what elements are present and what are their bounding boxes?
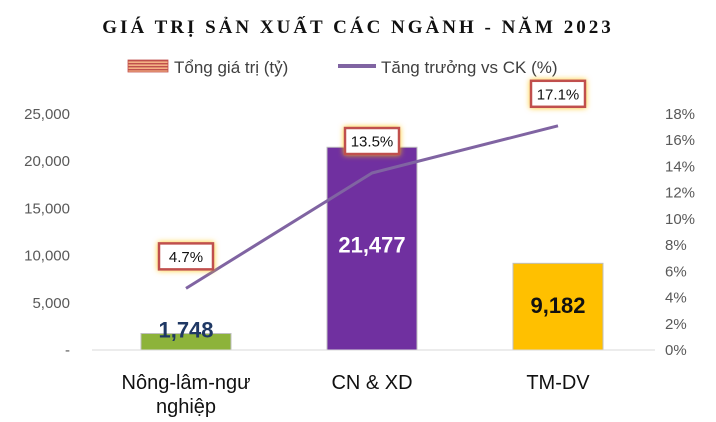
left-axis: - 5,000 10,000 15,000 20,000 25,000 — [24, 106, 70, 359]
left-tick-label: 15,000 — [24, 200, 70, 217]
left-tick-label: 10,000 — [24, 248, 70, 265]
growth-line — [185, 124, 559, 290]
right-tick-label: 16% — [665, 132, 695, 149]
right-tick-label: 12% — [665, 185, 695, 202]
right-tick-label: 6% — [665, 263, 687, 280]
category-label: Nông-lâm-ngư — [122, 372, 251, 394]
bar-value-label: 9,182 — [530, 293, 585, 318]
growth-line-layer: 4.7% 13.5% 17.1% — [157, 79, 587, 290]
right-tick-label: 8% — [665, 237, 687, 254]
category-label: TM-DV — [526, 372, 590, 394]
legend-label-bar: Tổng giá trị (tỷ) — [174, 58, 288, 77]
right-tick-label: 14% — [665, 158, 695, 175]
bar-value-label: 1,748 — [158, 317, 213, 342]
left-tick-label: 5,000 — [32, 295, 70, 312]
right-tick-label: 10% — [665, 211, 695, 228]
legend-label-line: Tăng trưởng vs CK (%) — [381, 58, 558, 77]
category-label: nghiệp — [156, 396, 216, 418]
right-tick-label: 2% — [665, 316, 687, 333]
left-tick-label: - — [65, 342, 70, 359]
category-label: CN & XD — [331, 372, 412, 394]
growth-label-box — [343, 126, 401, 156]
right-tick-label: 4% — [665, 290, 687, 307]
bar — [512, 262, 604, 351]
growth-label: 13.5% — [343, 126, 401, 156]
growth-label-text: 17.1% — [537, 86, 580, 103]
legend-swatch-bar — [127, 59, 169, 73]
growth-label-text: 4.7% — [169, 249, 203, 266]
bar-value-label: 21,477 — [338, 233, 405, 258]
growth-label-box — [529, 79, 587, 109]
growth-label: 17.1% — [529, 79, 587, 109]
growth-label: 4.7% — [157, 242, 215, 271]
growth-label-box — [157, 242, 215, 271]
legend: Tổng giá trị (tỷ) Tăng trưởng vs CK (%) — [127, 58, 558, 77]
chart-title: GIÁ TRỊ SẢN XUẤT CÁC NGÀNH - NĂM 2023 — [102, 16, 613, 38]
right-tick-label: 0% — [665, 342, 687, 359]
growth-label-text: 13.5% — [351, 134, 394, 151]
left-tick-label: 20,000 — [24, 153, 70, 170]
right-tick-label: 18% — [665, 106, 695, 123]
left-tick-label: 25,000 — [24, 106, 70, 123]
right-axis: 0% 2% 4% 6% 8% 10% 12% 14% 16% 18% — [665, 106, 695, 359]
